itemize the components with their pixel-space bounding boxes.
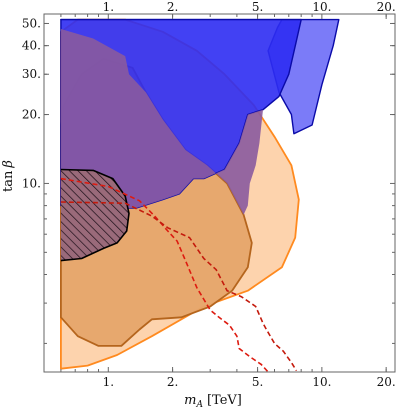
x-axis-title: mA [TeV] xyxy=(184,393,242,410)
dashed-red-right xyxy=(60,201,298,372)
y-tick-label: 20. xyxy=(22,108,41,122)
y-tick-label: 30. xyxy=(22,67,41,81)
ticks-layer: 1. 2. 5. 10. 20. 1. 2. 5. 10. 20. 10. 20. 30. 40. 50. xyxy=(22,0,396,389)
x-top-tick-label: 5. xyxy=(252,0,263,14)
x-top-tick-label: 20. xyxy=(377,0,396,14)
y-axis-title: tanβ xyxy=(1,160,16,192)
x-top-tick-label: 2. xyxy=(167,0,178,14)
regions-layer xyxy=(60,18,340,370)
dashed-red-left xyxy=(60,177,269,372)
x-tick-label: 10. xyxy=(312,375,331,389)
purple-overlap-region xyxy=(60,29,264,215)
hatched-excluded-region xyxy=(60,168,130,262)
x-axis-symbol: m xyxy=(184,393,196,408)
x-tick-label: 5. xyxy=(252,375,263,389)
y-tick-label: 10. xyxy=(22,176,41,190)
x-axis-subscript: A xyxy=(195,400,203,410)
plot-frame xyxy=(43,13,396,373)
y-tick-label: 40. xyxy=(22,39,41,53)
y-axis-greek: β xyxy=(1,160,16,169)
series-layer xyxy=(60,177,298,372)
y-tick-label: 50. xyxy=(22,16,41,30)
x-tick-label: 2. xyxy=(167,375,178,389)
x-top-tick-label: 10. xyxy=(312,0,331,14)
y-axis-main: tan xyxy=(1,170,16,192)
x-top-tick-label: 1. xyxy=(103,0,114,14)
x-tick-label: 1. xyxy=(103,375,114,389)
x-axis-unit: [TeV] xyxy=(207,393,242,408)
x-tick-label: 20. xyxy=(377,375,396,389)
